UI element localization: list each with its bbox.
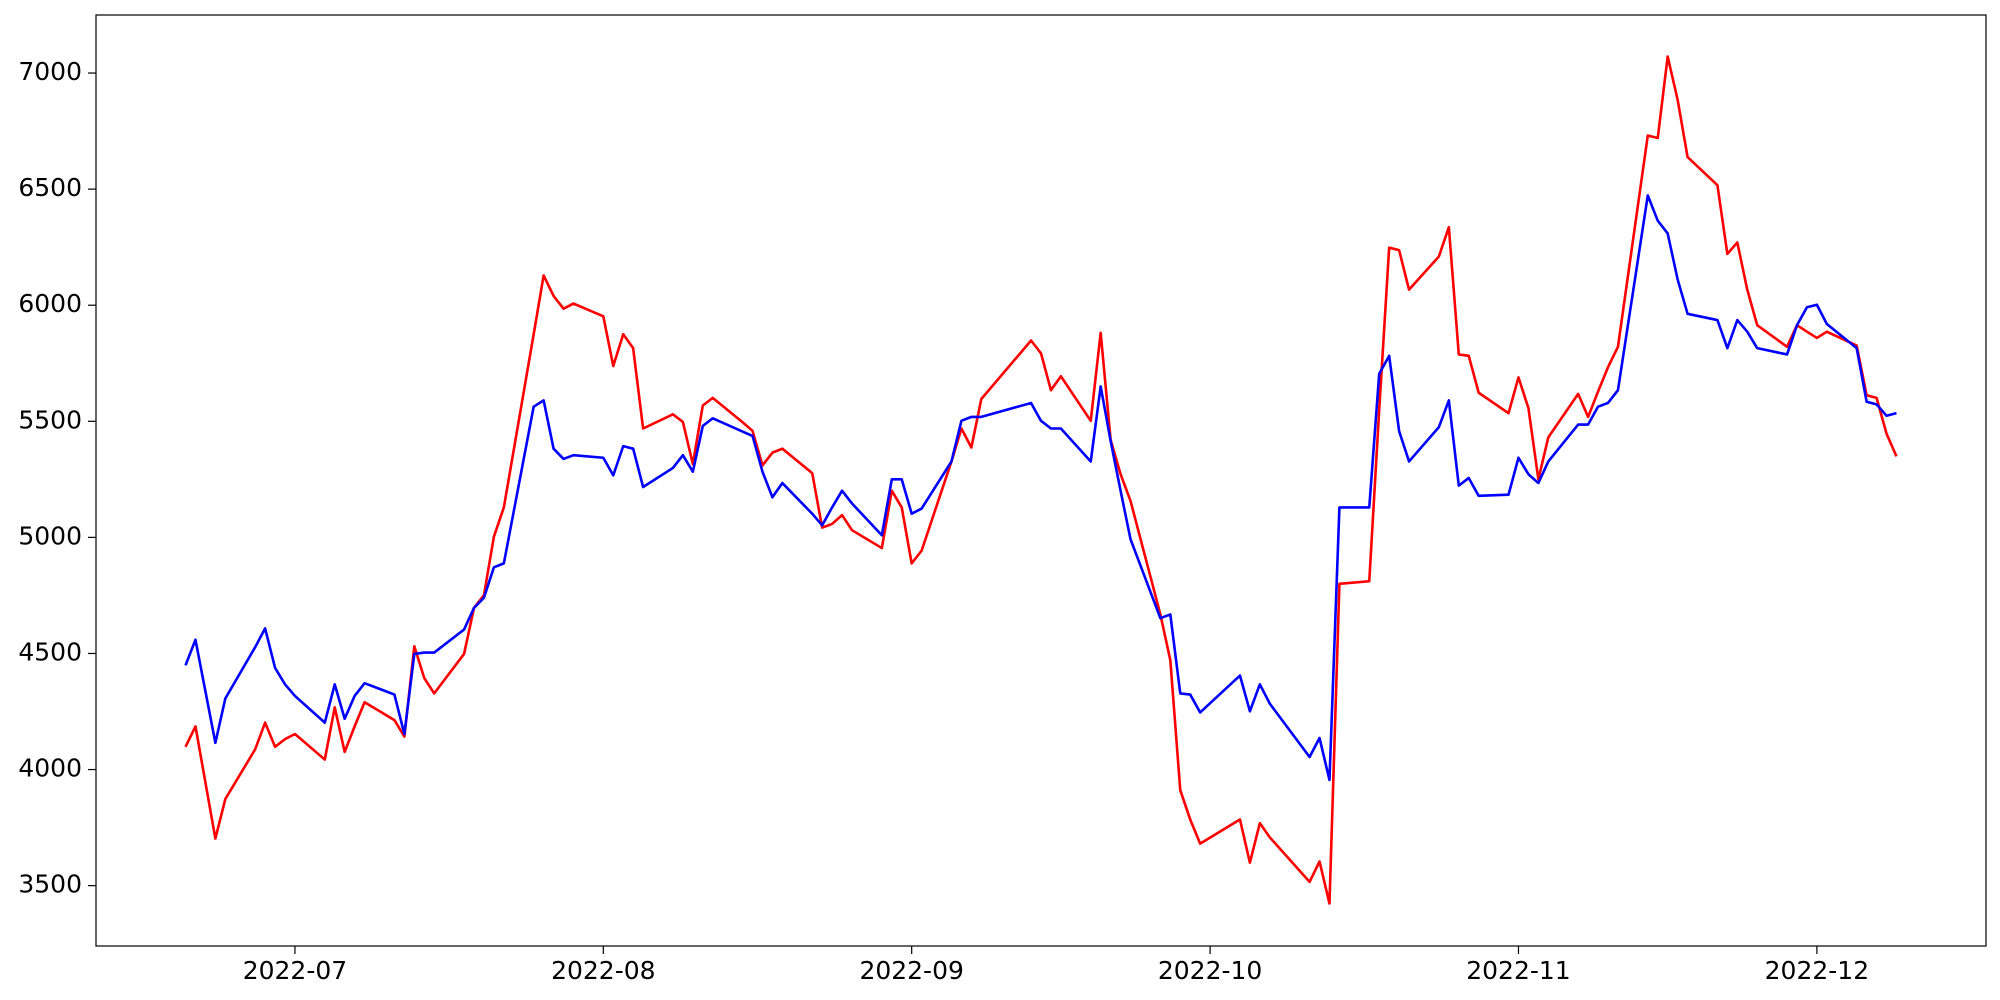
y-tick-label: 4000 bbox=[18, 754, 82, 783]
x-tick-label: 2022-12 bbox=[1765, 956, 1869, 985]
x-tick-label: 2022-11 bbox=[1466, 956, 1570, 985]
plot-frame bbox=[95, 14, 1987, 947]
data-line bbox=[184, 55, 1898, 905]
x-tick-label: 2022-07 bbox=[243, 956, 347, 985]
y-tick-label: 5000 bbox=[18, 521, 82, 550]
x-tick-label: 2022-08 bbox=[551, 956, 655, 985]
x-tick-label: 2022-09 bbox=[859, 956, 963, 985]
y-tick-label: 7000 bbox=[18, 57, 82, 86]
y-tick-label: 3500 bbox=[18, 870, 82, 899]
data-line bbox=[184, 194, 1897, 782]
y-tick-label: 6500 bbox=[18, 173, 82, 202]
x-tick-label: 2022-10 bbox=[1158, 956, 1262, 985]
y-tick-label: 5500 bbox=[18, 405, 82, 434]
y-tick-label: 4500 bbox=[18, 637, 82, 666]
y-tick-label: 6000 bbox=[18, 289, 82, 318]
